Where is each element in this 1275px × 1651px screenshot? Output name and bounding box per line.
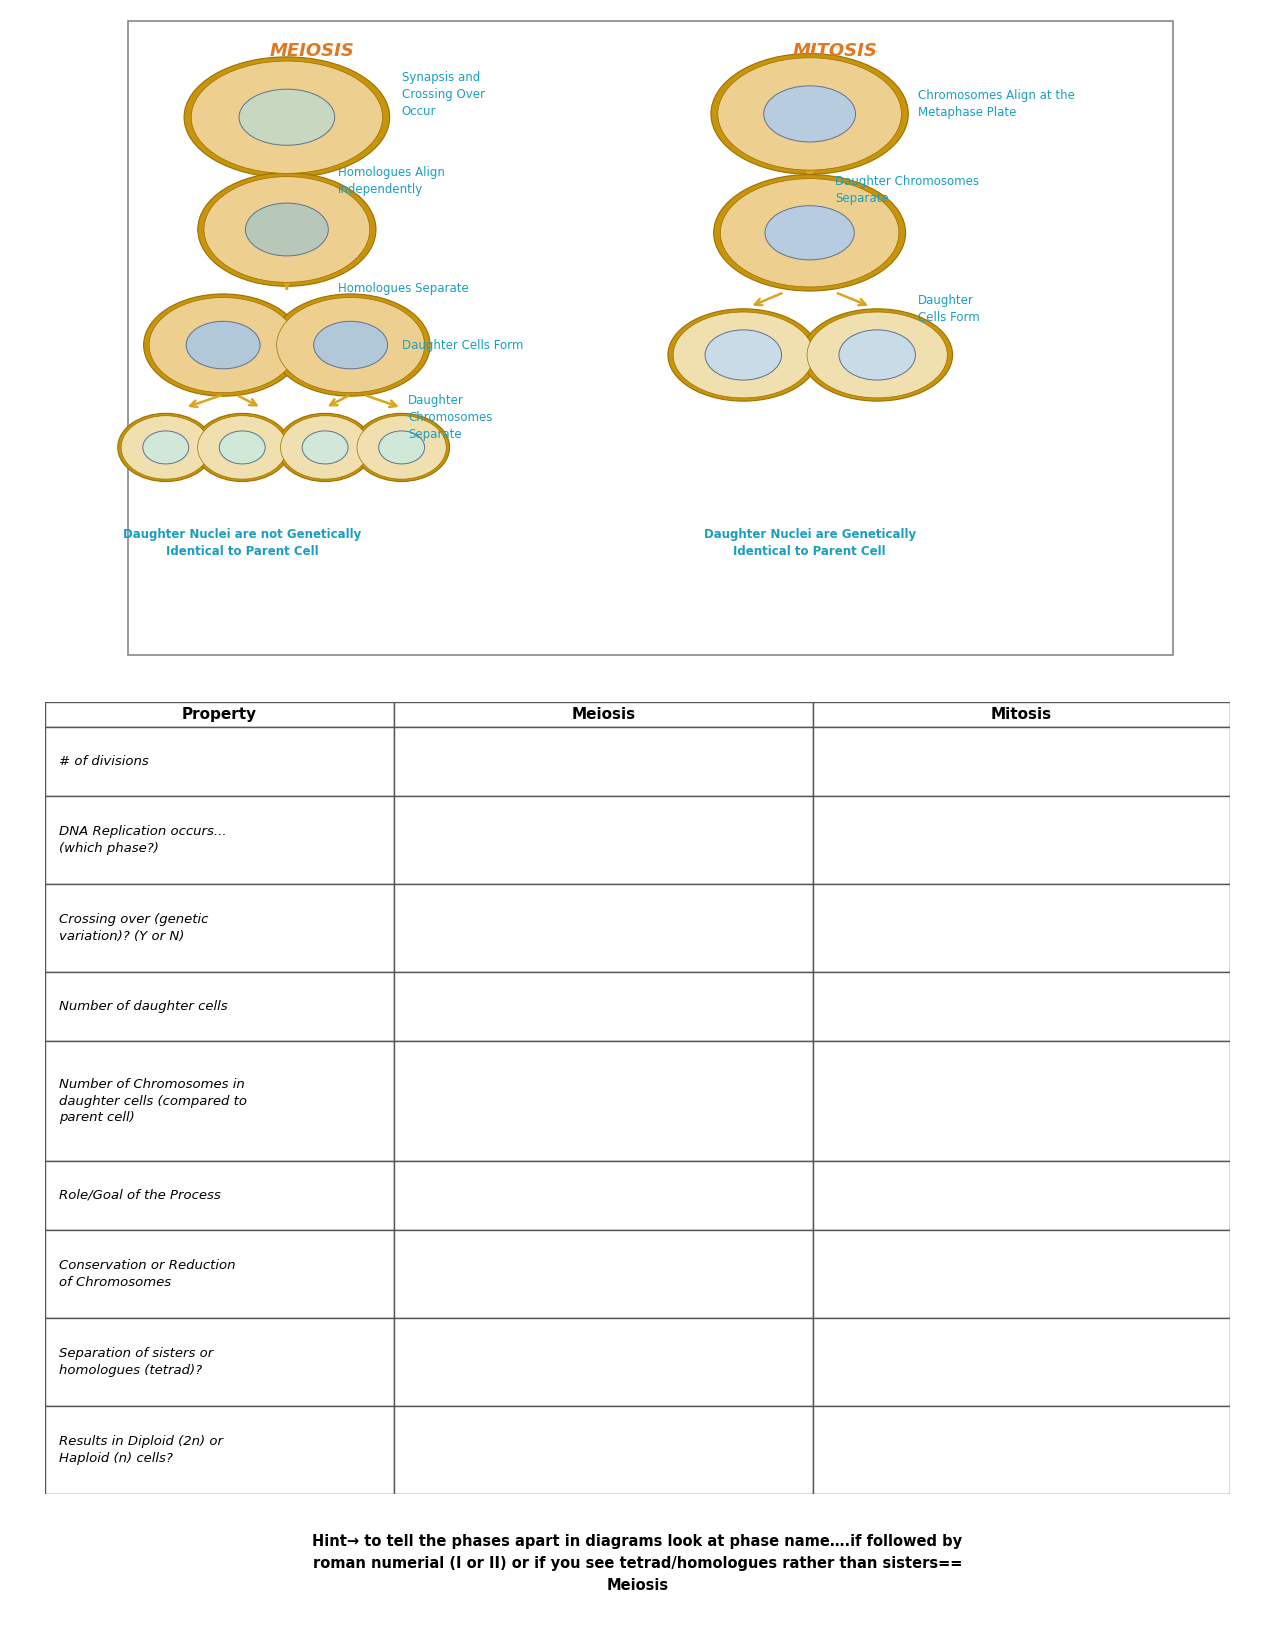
- Bar: [394, 1161, 813, 1230]
- Ellipse shape: [302, 431, 348, 464]
- Ellipse shape: [673, 312, 813, 398]
- Ellipse shape: [379, 431, 425, 464]
- Ellipse shape: [668, 309, 819, 401]
- Bar: [394, 702, 813, 726]
- Bar: [45, 702, 394, 726]
- Ellipse shape: [191, 61, 382, 173]
- Text: Number of daughter cells: Number of daughter cells: [59, 1001, 227, 1014]
- Ellipse shape: [149, 297, 297, 393]
- Ellipse shape: [280, 416, 370, 479]
- Ellipse shape: [764, 86, 856, 142]
- Ellipse shape: [314, 322, 388, 368]
- Text: MEIOSIS: MEIOSIS: [270, 43, 354, 59]
- Bar: [813, 972, 1230, 1042]
- Ellipse shape: [219, 431, 265, 464]
- Text: MITOSIS: MITOSIS: [793, 43, 877, 59]
- Bar: [394, 883, 813, 972]
- Bar: [394, 1230, 813, 1317]
- Ellipse shape: [277, 413, 374, 482]
- Ellipse shape: [714, 175, 905, 291]
- Ellipse shape: [143, 431, 189, 464]
- Bar: [394, 1042, 813, 1161]
- Text: Hint→ to tell the phases apart in diagrams look at phase name….if followed by
ro: Hint→ to tell the phases apart in diagra…: [312, 1534, 963, 1593]
- Text: Chromosomes Align at the
Metaphase Plate: Chromosomes Align at the Metaphase Plate: [918, 89, 1075, 119]
- Ellipse shape: [765, 206, 854, 259]
- Bar: [813, 1042, 1230, 1161]
- Bar: [394, 972, 813, 1042]
- Ellipse shape: [121, 416, 210, 479]
- Text: Results in Diploid (2n) or
Haploid (n) cells?: Results in Diploid (2n) or Haploid (n) c…: [59, 1435, 223, 1464]
- Ellipse shape: [357, 416, 446, 479]
- Bar: [45, 1161, 394, 1230]
- Ellipse shape: [353, 413, 450, 482]
- Text: Number of Chromosomes in
daughter cells (compared to
parent cell): Number of Chromosomes in daughter cells …: [59, 1078, 247, 1124]
- Bar: [45, 796, 394, 883]
- Bar: [45, 972, 394, 1042]
- Text: Mitosis: Mitosis: [991, 707, 1052, 721]
- Bar: [394, 1317, 813, 1407]
- Text: Meiosis: Meiosis: [571, 707, 636, 721]
- Ellipse shape: [240, 89, 334, 145]
- Text: DNA Replication occurs...
(which phase?): DNA Replication occurs... (which phase?): [59, 826, 227, 855]
- Bar: [813, 726, 1230, 796]
- Ellipse shape: [718, 58, 901, 170]
- Ellipse shape: [272, 294, 430, 396]
- Bar: [45, 1407, 394, 1494]
- Ellipse shape: [720, 178, 899, 287]
- Bar: [45, 883, 394, 972]
- Ellipse shape: [839, 330, 915, 380]
- Text: # of divisions: # of divisions: [59, 755, 149, 768]
- Ellipse shape: [198, 173, 376, 286]
- Ellipse shape: [184, 56, 390, 178]
- Bar: [45, 1317, 394, 1407]
- Bar: [813, 1317, 1230, 1407]
- Ellipse shape: [705, 330, 782, 380]
- Text: Daughter
Cells Form: Daughter Cells Form: [918, 294, 979, 324]
- Ellipse shape: [204, 177, 370, 282]
- Bar: [45, 1042, 394, 1161]
- Bar: [394, 1407, 813, 1494]
- Text: Synapsis and
Crossing Over
Occur: Synapsis and Crossing Over Occur: [402, 71, 484, 117]
- Bar: [813, 1230, 1230, 1317]
- Ellipse shape: [807, 312, 947, 398]
- Bar: [813, 796, 1230, 883]
- Text: Daughter Chromosomes
Separate: Daughter Chromosomes Separate: [835, 175, 979, 205]
- Ellipse shape: [245, 203, 329, 256]
- Bar: [128, 21, 1173, 655]
- Text: Separation of sisters or
homologues (tetrad)?: Separation of sisters or homologues (tet…: [59, 1347, 213, 1377]
- Bar: [394, 796, 813, 883]
- Bar: [813, 1161, 1230, 1230]
- Ellipse shape: [277, 297, 425, 393]
- Ellipse shape: [144, 294, 302, 396]
- Text: Daughter Cells Form: Daughter Cells Form: [402, 338, 523, 352]
- Ellipse shape: [802, 309, 952, 401]
- Text: Homologues Separate: Homologues Separate: [338, 282, 469, 296]
- Text: Daughter Nuclei are Genetically
Identical to Parent Cell: Daughter Nuclei are Genetically Identica…: [704, 528, 915, 558]
- Bar: [813, 883, 1230, 972]
- Ellipse shape: [117, 413, 214, 482]
- Bar: [813, 702, 1230, 726]
- Text: Property: Property: [182, 707, 258, 721]
- Bar: [394, 726, 813, 796]
- Ellipse shape: [186, 322, 260, 368]
- Bar: [45, 726, 394, 796]
- Text: Daughter Nuclei are not Genetically
Identical to Parent Cell: Daughter Nuclei are not Genetically Iden…: [124, 528, 361, 558]
- Ellipse shape: [198, 416, 287, 479]
- Bar: [813, 1407, 1230, 1494]
- Text: Role/Goal of the Process: Role/Goal of the Process: [59, 1189, 221, 1202]
- Text: Daughter
Chromosomes
Separate: Daughter Chromosomes Separate: [408, 395, 492, 441]
- Ellipse shape: [711, 53, 908, 175]
- Text: Crossing over (genetic
variation)? (Y or N): Crossing over (genetic variation)? (Y or…: [59, 913, 208, 943]
- Text: Homologues Align
Independently: Homologues Align Independently: [338, 167, 445, 196]
- Ellipse shape: [194, 413, 291, 482]
- Text: Conservation or Reduction
of Chromosomes: Conservation or Reduction of Chromosomes: [59, 1260, 236, 1289]
- Bar: [45, 1230, 394, 1317]
